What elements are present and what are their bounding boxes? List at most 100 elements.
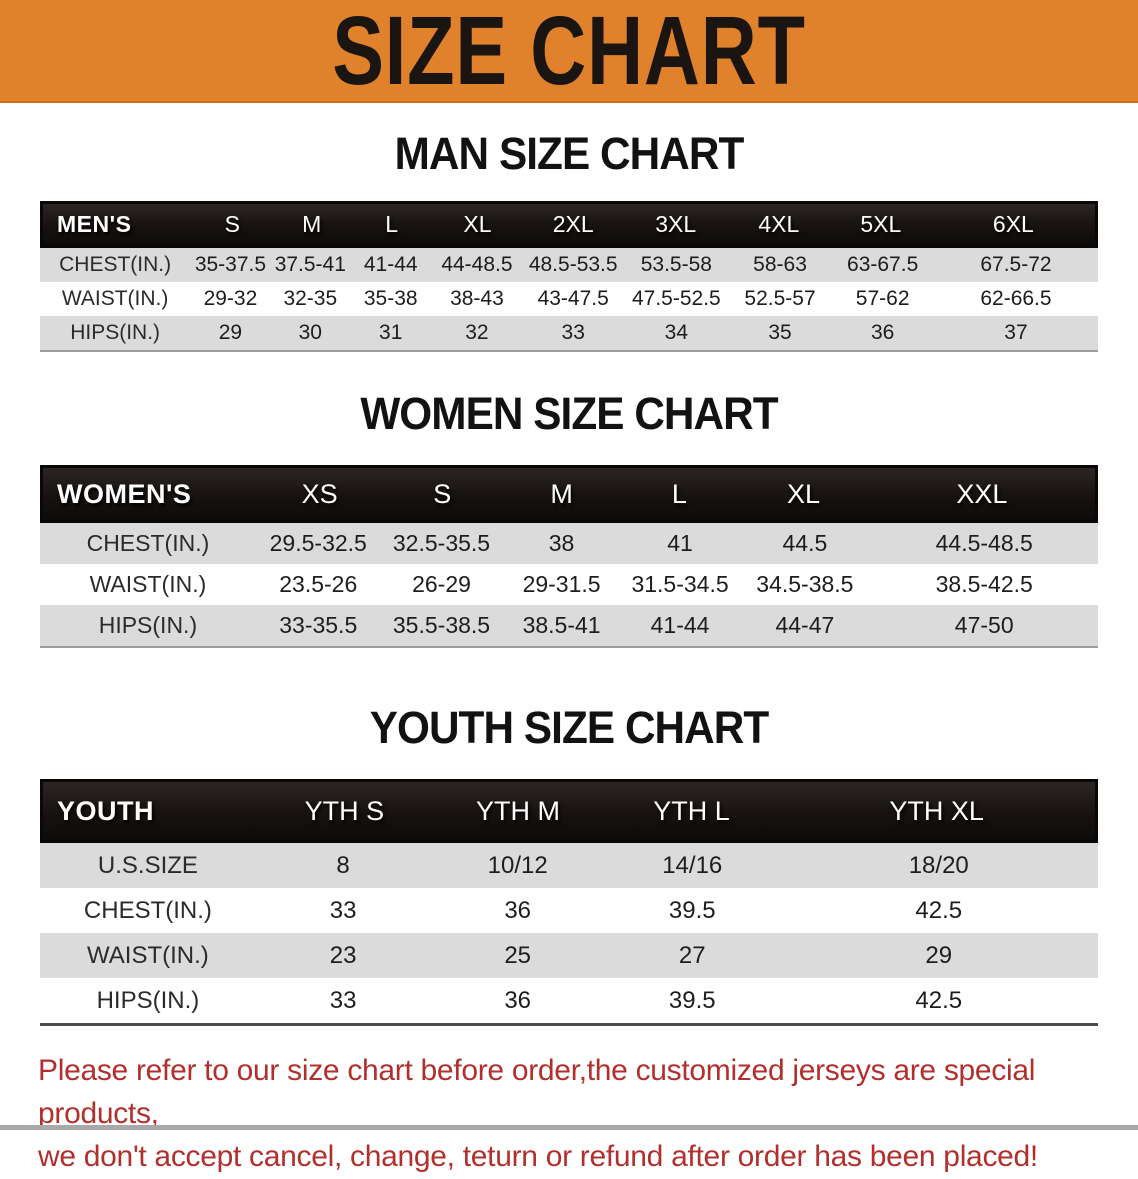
disclaimer: Please refer to our size chart before or…: [0, 1050, 1138, 1179]
table-cell: 32.5-35.5: [392, 530, 491, 556]
men-column-2xl: 2XL: [552, 211, 594, 237]
youth-waist-row: WAIST(IN.) 23 25 27 29: [40, 933, 1098, 978]
women-column-m: M: [550, 478, 573, 509]
men-waist-row: WAIST(IN.) 29-32 32-35 35-38 38-43 43-47…: [40, 282, 1098, 316]
table-cell: 35-37.5: [194, 253, 267, 276]
table-cell: 44.5-48.5: [935, 530, 1033, 556]
table-cell: 36: [870, 321, 895, 344]
table-cell: 25: [504, 941, 532, 969]
table-cell: 29: [218, 321, 243, 344]
disclaimer-line-1: Please refer to our size chart before or…: [38, 1054, 1036, 1130]
women-column-xxl: XXL: [956, 478, 1008, 509]
table-cell: 29-31.5: [522, 571, 601, 597]
table-cell: 44-47: [775, 612, 835, 638]
table-cell: 38.5-41: [522, 612, 601, 638]
women-hips-row-label: HIPS(IN.): [98, 612, 198, 638]
women-size-table: WOMEN'S XS S M L XL XXL CHEST(IN.) 29.5-…: [40, 465, 1098, 648]
table-cell: 39.5: [668, 986, 716, 1014]
youth-column-yth-s: YTH S: [304, 795, 385, 826]
men-chest-row: CHEST(IN.) 35-37.5 37.5-41 41-44 44-48.5…: [40, 248, 1098, 282]
men-hips-row: HIPS(IN.) 29 30 31 32 33 34 35 36 37: [40, 316, 1098, 350]
table-cell: 29.5-32.5: [269, 530, 367, 556]
table-cell: 33: [329, 986, 357, 1014]
youth-section: YOUTH SIZE CHART YOUTH YTH S YTH M YTH L…: [0, 702, 1138, 1026]
table-cell: 35: [768, 321, 792, 344]
women-column-l: L: [671, 478, 687, 509]
table-cell: 44-48.5: [441, 253, 513, 276]
men-column-l: L: [385, 211, 399, 237]
table-cell: 67.5-72: [980, 253, 1052, 276]
table-cell: 38-43: [450, 287, 504, 310]
table-cell: 35.5-38.5: [392, 612, 491, 638]
women-column-xl: XL: [787, 478, 821, 509]
table-cell: 47-50: [954, 612, 1014, 638]
table-cell: 31: [379, 321, 403, 344]
table-cell: 62-66.5: [980, 287, 1052, 310]
men-table-header-row: MEN'S S M L XL 2XL 3XL 4XL 5XL 6XL: [40, 201, 1098, 248]
men-column-xl: XL: [463, 211, 492, 237]
table-cell: 47.5-52.5: [631, 287, 721, 310]
table-cell: 36: [504, 896, 532, 924]
women-column-s: S: [433, 478, 452, 509]
men-column-s: S: [224, 211, 241, 237]
table-cell: 32-35: [283, 287, 338, 310]
disclaimer-line-2: we don't accept cancel, change, teturn o…: [38, 1139, 1038, 1173]
women-section-heading: WOMEN SIZE CHART: [360, 388, 778, 439]
youth-table-header-row: YOUTH YTH S YTH M YTH L YTH XL: [40, 779, 1098, 843]
men-section-heading: MAN SIZE CHART: [394, 128, 745, 179]
bottom-edge-divider: [0, 1125, 1138, 1130]
youth-column-yth-m: YTH M: [475, 795, 560, 826]
table-cell: 39.5: [668, 896, 716, 924]
table-cell: 37.5-41: [274, 253, 346, 276]
men-waist-row-label: WAIST(IN.): [61, 287, 169, 310]
men-size-table: MEN'S S M L XL 2XL 3XL 4XL 5XL 6XL CHEST…: [40, 201, 1098, 352]
table-cell: 37: [1004, 321, 1028, 344]
women-waist-row: WAIST(IN.) 23.5-26 26-29 29-31.5 31.5-34…: [40, 564, 1098, 605]
men-column-4xl: 4XL: [758, 211, 800, 237]
table-cell: 34.5-38.5: [756, 571, 854, 597]
table-cell: 29: [925, 941, 953, 969]
youth-column-yth-xl: YTH XL: [889, 795, 984, 826]
table-cell: 27: [678, 941, 706, 969]
table-cell: 43-47.5: [537, 287, 609, 310]
table-cell: 38.5-42.5: [935, 571, 1033, 597]
men-column-m: M: [302, 211, 322, 237]
table-cell: 41-44: [650, 612, 710, 638]
table-cell: 33: [561, 321, 585, 344]
youth-table-header-label: YOUTH: [57, 795, 154, 826]
table-cell: 38: [548, 530, 575, 556]
men-column-5xl: 5XL: [860, 211, 902, 237]
table-cell: 41-44: [363, 253, 418, 276]
youth-size-table: YOUTH YTH S YTH M YTH L YTH XL U.S.SIZE …: [40, 779, 1098, 1026]
table-cell: 18/20: [908, 851, 969, 879]
table-cell: 14/16: [662, 851, 723, 879]
table-cell: 33: [329, 896, 357, 924]
women-table-header-row: WOMEN'S XS S M L XL XXL: [40, 465, 1098, 523]
table-cell: 42.5: [915, 986, 963, 1014]
women-column-xs: XS: [301, 478, 338, 509]
youth-waist-row-label: WAIST(IN.): [87, 941, 209, 969]
table-cell: 31.5-34.5: [631, 571, 729, 597]
women-section: WOMEN SIZE CHART WOMEN'S XS S M L XL XXL…: [0, 388, 1138, 648]
men-section: MAN SIZE CHART MEN'S S M L XL 2XL 3XL 4X…: [0, 128, 1138, 352]
table-cell: 30: [298, 321, 322, 344]
youth-ussize-row: U.S.SIZE 8 10/12 14/16 18/20: [40, 843, 1098, 888]
men-column-3xl: 3XL: [655, 211, 697, 237]
women-hips-row: HIPS(IN.) 33-35.5 35.5-38.5 38.5-41 41-4…: [40, 605, 1098, 646]
size-chart-banner: SIZE CHART: [0, 0, 1138, 103]
table-cell: 8: [336, 851, 350, 879]
table-cell: 58-63: [753, 253, 807, 276]
youth-column-yth-l: YTH L: [653, 795, 730, 826]
women-chest-row-label: CHEST(IN.): [86, 530, 210, 556]
table-cell: 42.5: [915, 896, 963, 924]
women-table-header-label: WOMEN'S: [57, 478, 192, 509]
table-cell: 32: [465, 321, 489, 344]
table-cell: 36: [504, 986, 532, 1014]
table-cell: 52.5-57: [744, 287, 816, 310]
men-hips-row-label: HIPS(IN.): [70, 321, 161, 344]
table-cell: 10/12: [487, 851, 548, 879]
table-cell: 23.5-26: [279, 571, 358, 597]
table-cell: 33-35.5: [279, 612, 358, 638]
table-cell: 26-29: [412, 571, 471, 597]
table-cell: 53.5-58: [640, 253, 712, 276]
